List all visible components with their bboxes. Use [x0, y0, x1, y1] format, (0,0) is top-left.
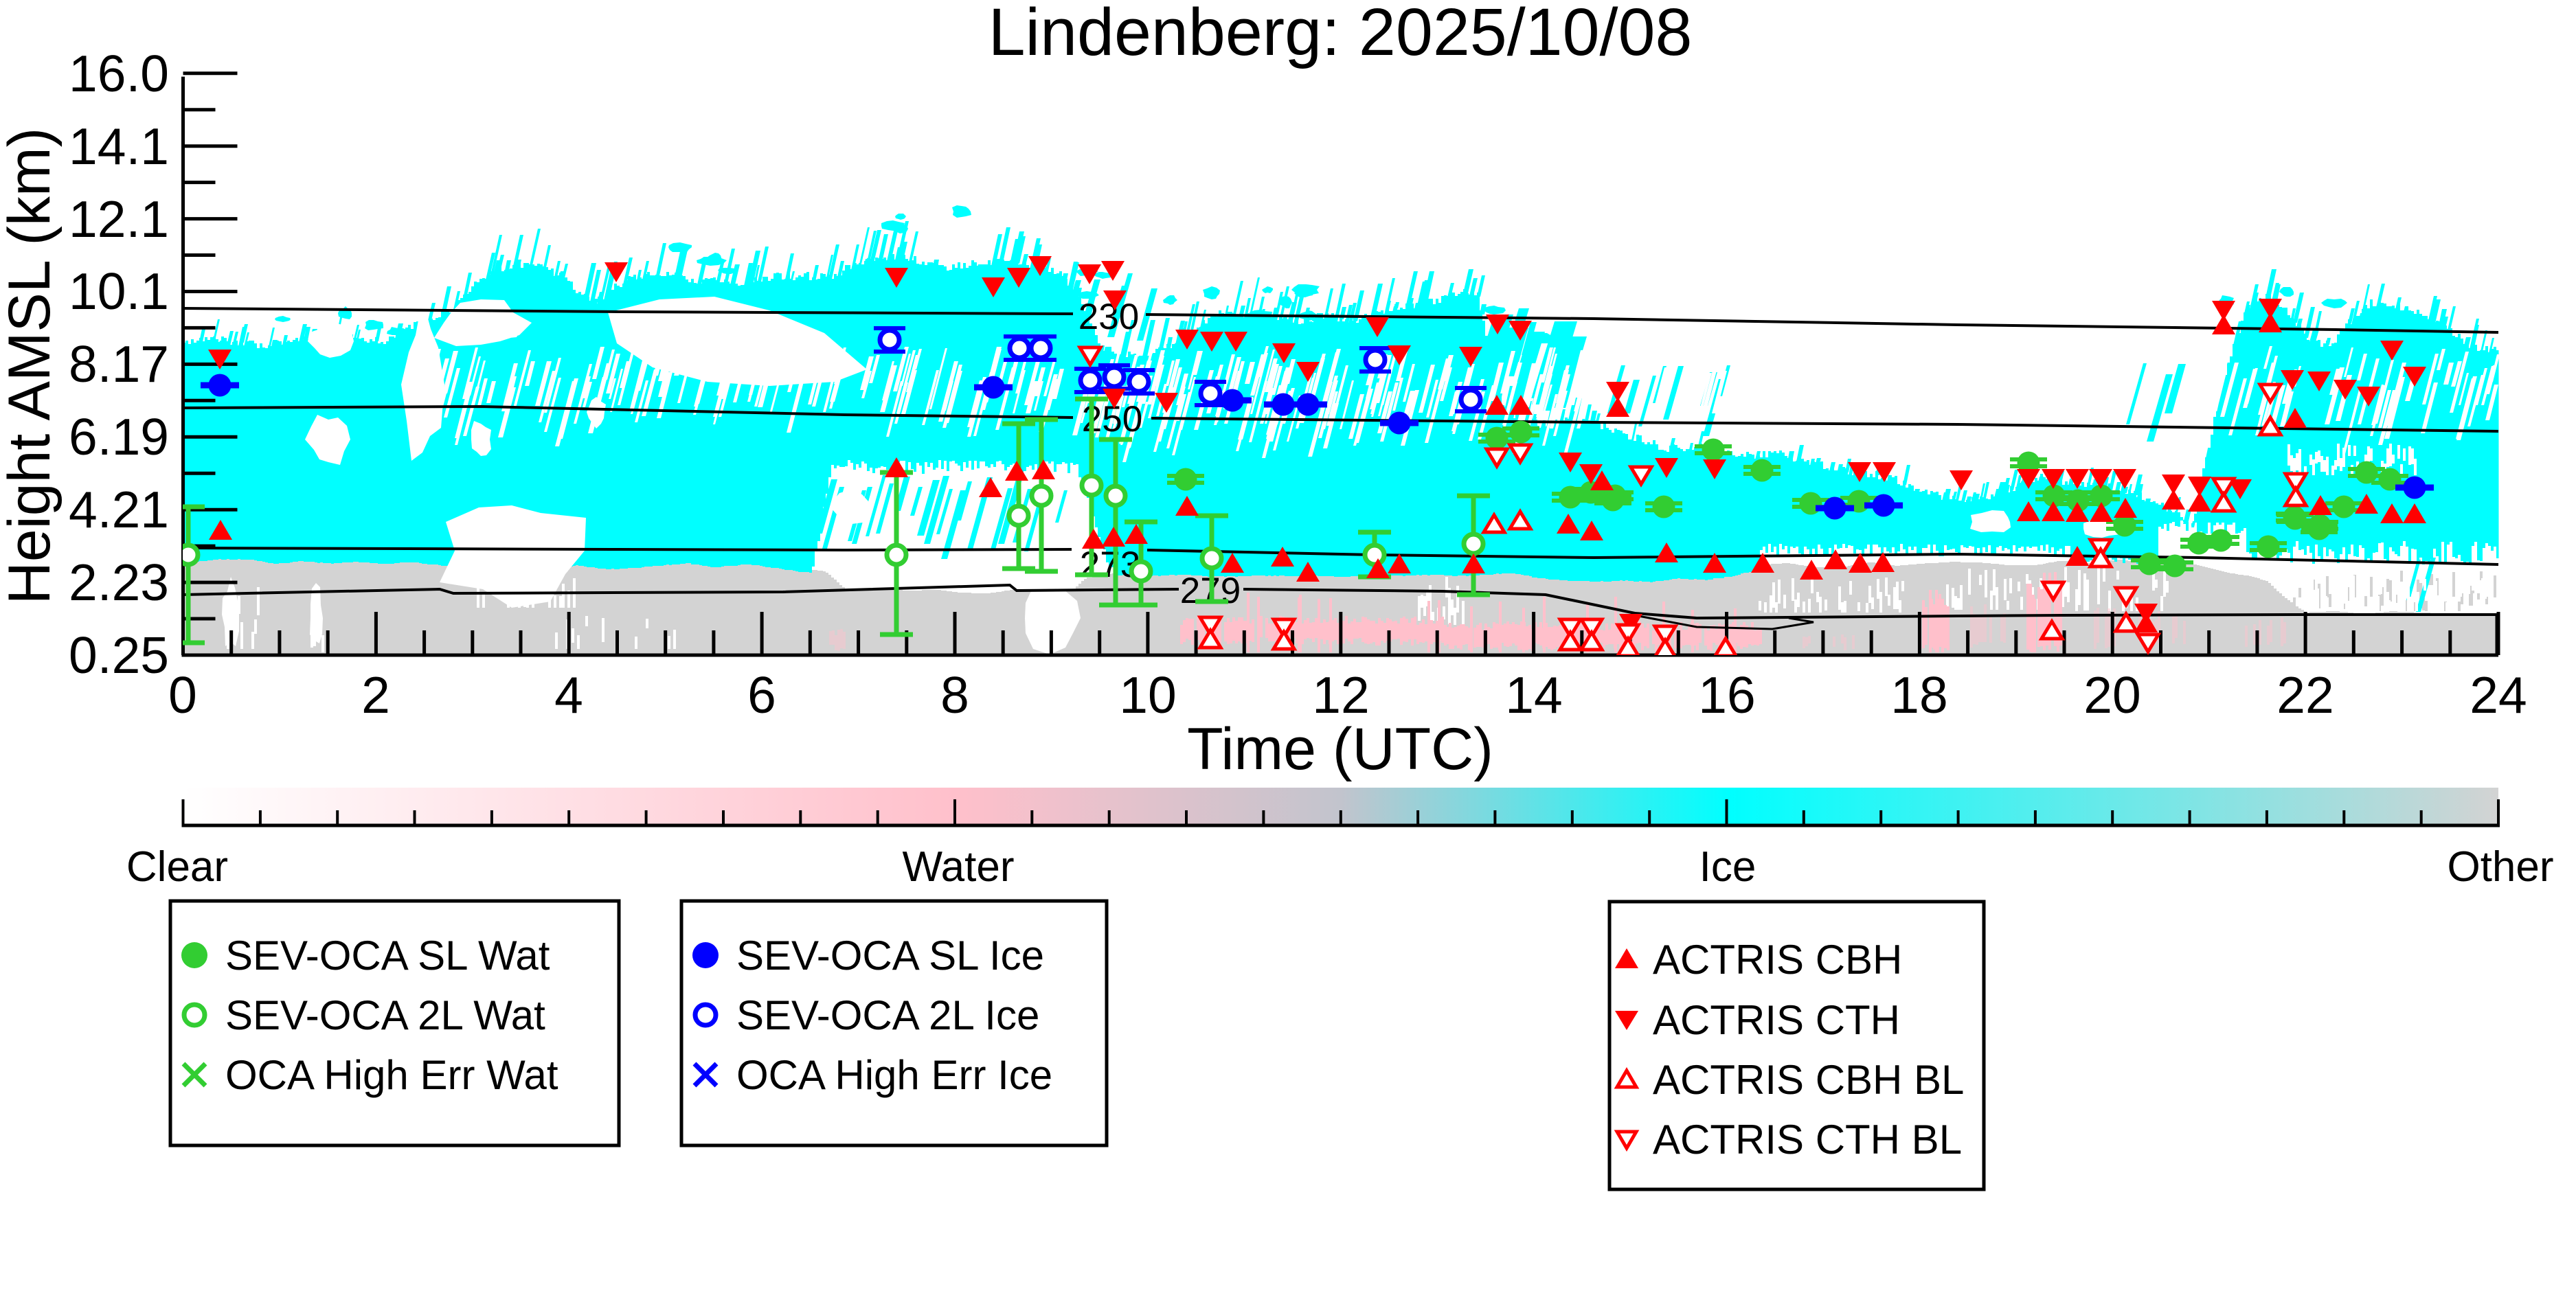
- svg-text:20: 20: [2083, 666, 2140, 724]
- svg-text:Other: Other: [2447, 843, 2553, 891]
- svg-text:Height AMSL (km): Height AMSL (km): [0, 128, 63, 605]
- svg-text:ACTRIS CBH: ACTRIS CBH: [1653, 937, 1902, 983]
- svg-text:10: 10: [1119, 666, 1176, 724]
- svg-text:OCA High Err Wat: OCA High Err Wat: [225, 1052, 558, 1098]
- svg-text:14.1: 14.1: [69, 117, 169, 175]
- svg-text:Clear: Clear: [126, 843, 228, 891]
- svg-text:18: 18: [1890, 666, 1947, 724]
- svg-text:Ice: Ice: [1699, 843, 1756, 891]
- svg-text:Lindenberg: 2025/10/08: Lindenberg: 2025/10/08: [988, 0, 1693, 69]
- svg-text:0.25: 0.25: [69, 626, 169, 684]
- svg-text:2: 2: [361, 666, 390, 724]
- svg-text:24: 24: [2470, 666, 2527, 724]
- svg-text:SEV-OCA 2L Ice: SEV-OCA 2L Ice: [736, 992, 1039, 1038]
- svg-text:Time (UTC): Time (UTC): [1187, 716, 1493, 782]
- svg-text:8: 8: [940, 666, 969, 724]
- svg-text:22: 22: [2276, 666, 2334, 724]
- svg-text:SEV-OCA SL Ice: SEV-OCA SL Ice: [736, 933, 1044, 979]
- svg-text:SEV-OCA 2L Wat: SEV-OCA 2L Wat: [225, 992, 545, 1038]
- svg-text:8.17: 8.17: [69, 335, 169, 393]
- svg-text:ACTRIS CTH BL: ACTRIS CTH BL: [1653, 1117, 1962, 1163]
- svg-text:16: 16: [1698, 666, 1755, 724]
- svg-text:ACTRIS CTH: ACTRIS CTH: [1653, 997, 1900, 1043]
- svg-text:12: 12: [1312, 666, 1369, 724]
- svg-text:14: 14: [1505, 666, 1562, 724]
- svg-text:ACTRIS CBH BL: ACTRIS CBH BL: [1653, 1057, 1964, 1103]
- svg-text:4.21: 4.21: [69, 481, 169, 538]
- svg-text:2.23: 2.23: [69, 553, 169, 611]
- svg-text:4: 4: [554, 666, 583, 724]
- svg-text:230: 230: [1078, 297, 1139, 337]
- svg-text:OCA High Err Ice: OCA High Err Ice: [736, 1052, 1052, 1098]
- svg-text:10.1: 10.1: [69, 262, 169, 320]
- svg-text:6: 6: [747, 666, 776, 724]
- svg-text:Water: Water: [902, 843, 1014, 891]
- svg-text:0: 0: [168, 666, 197, 724]
- svg-text:12.1: 12.1: [69, 190, 169, 248]
- svg-text:6.19: 6.19: [69, 408, 169, 466]
- svg-text:SEV-OCA SL Wat: SEV-OCA SL Wat: [225, 933, 550, 979]
- svg-text:16.0: 16.0: [69, 45, 169, 102]
